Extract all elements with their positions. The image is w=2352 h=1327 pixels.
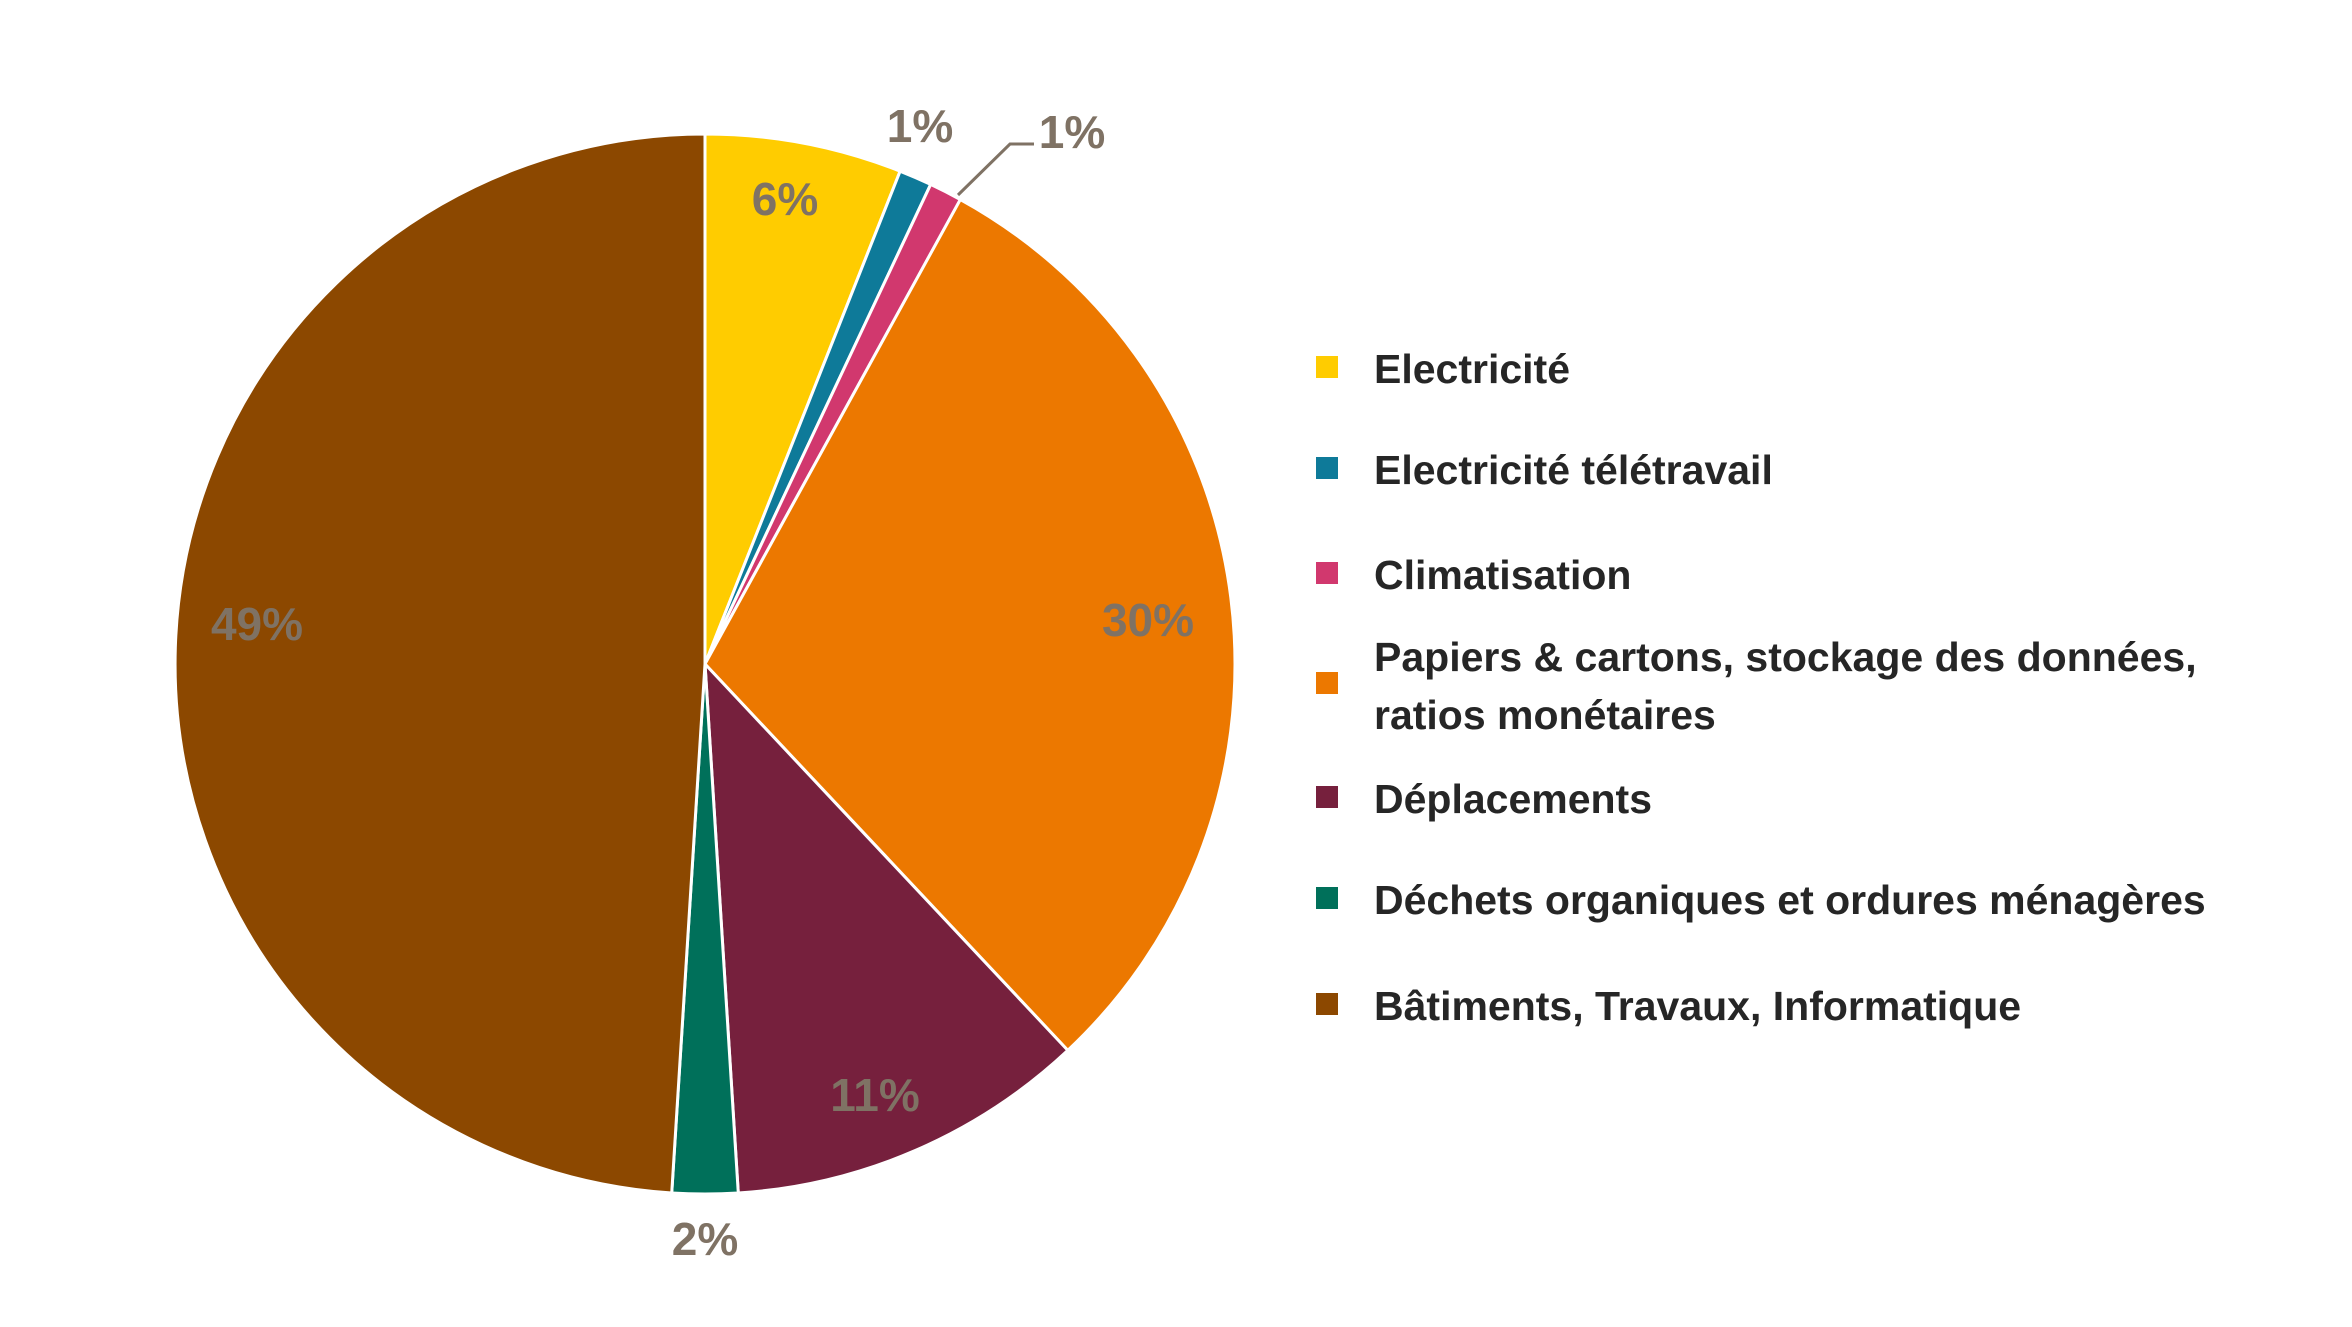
legend-swatch-batiments: [1316, 993, 1338, 1015]
data-label-5: 2%: [672, 1213, 738, 1265]
legend-label-batiments: Bâtiments, Travaux, Informatique: [1374, 983, 2022, 1029]
legend-item-batiments: Bâtiments, Travaux, Informatique: [1316, 977, 2021, 1035]
legend-swatch-dechets: [1316, 887, 1338, 909]
legend-swatch-electricite: [1316, 356, 1338, 378]
legend-item-electricite: Electricité: [1316, 340, 1570, 398]
pie-slice-6: [173, 132, 707, 1195]
legend-label-climatisation: Climatisation: [1374, 552, 1632, 598]
legend-swatch-papiers-cartons: [1316, 672, 1338, 694]
legend-label-electricite: Electricité: [1374, 346, 1570, 392]
data-label-0: 6%: [752, 173, 818, 225]
pie-slice-3: [703, 198, 1237, 1052]
legend-item-papiers-cartons: Papiers & cartons, stockage des données,…: [1316, 628, 2314, 744]
pie-slice-0: [703, 132, 902, 666]
data-label-6: 49%: [211, 598, 303, 650]
data-label-4: 11%: [830, 1069, 920, 1121]
legend-item-climatisation: Climatisation: [1316, 546, 1631, 604]
legend-label-electricite-teletravail: Electricité télétravail: [1374, 447, 1773, 493]
legend-swatch-deplacements: [1316, 786, 1338, 808]
legend-swatch-electricite-teletravail: [1316, 457, 1338, 479]
legend-label-dechets: Déchets organiques et ordures ménagères: [1374, 877, 2206, 923]
legend-label-papiers-cartons: Papiers & cartons, stockage des données,…: [1374, 634, 2197, 738]
legend-item-electricite-teletravail: Electricité télétravail: [1316, 441, 1773, 499]
legend-item-dechets: Déchets organiques et ordures ménagères: [1316, 871, 2206, 929]
legend-item-deplacements: Déplacements: [1316, 770, 1652, 828]
legend-label-deplacements: Déplacements: [1374, 776, 1653, 822]
leader-line-2: [956, 142, 1034, 197]
data-label-2: 1%: [1039, 106, 1105, 158]
data-label-1: 1%: [887, 100, 953, 152]
pie-slice-4: [703, 662, 1070, 1195]
data-label-3: 30%: [1102, 594, 1194, 646]
legend-swatch-climatisation: [1316, 562, 1338, 584]
